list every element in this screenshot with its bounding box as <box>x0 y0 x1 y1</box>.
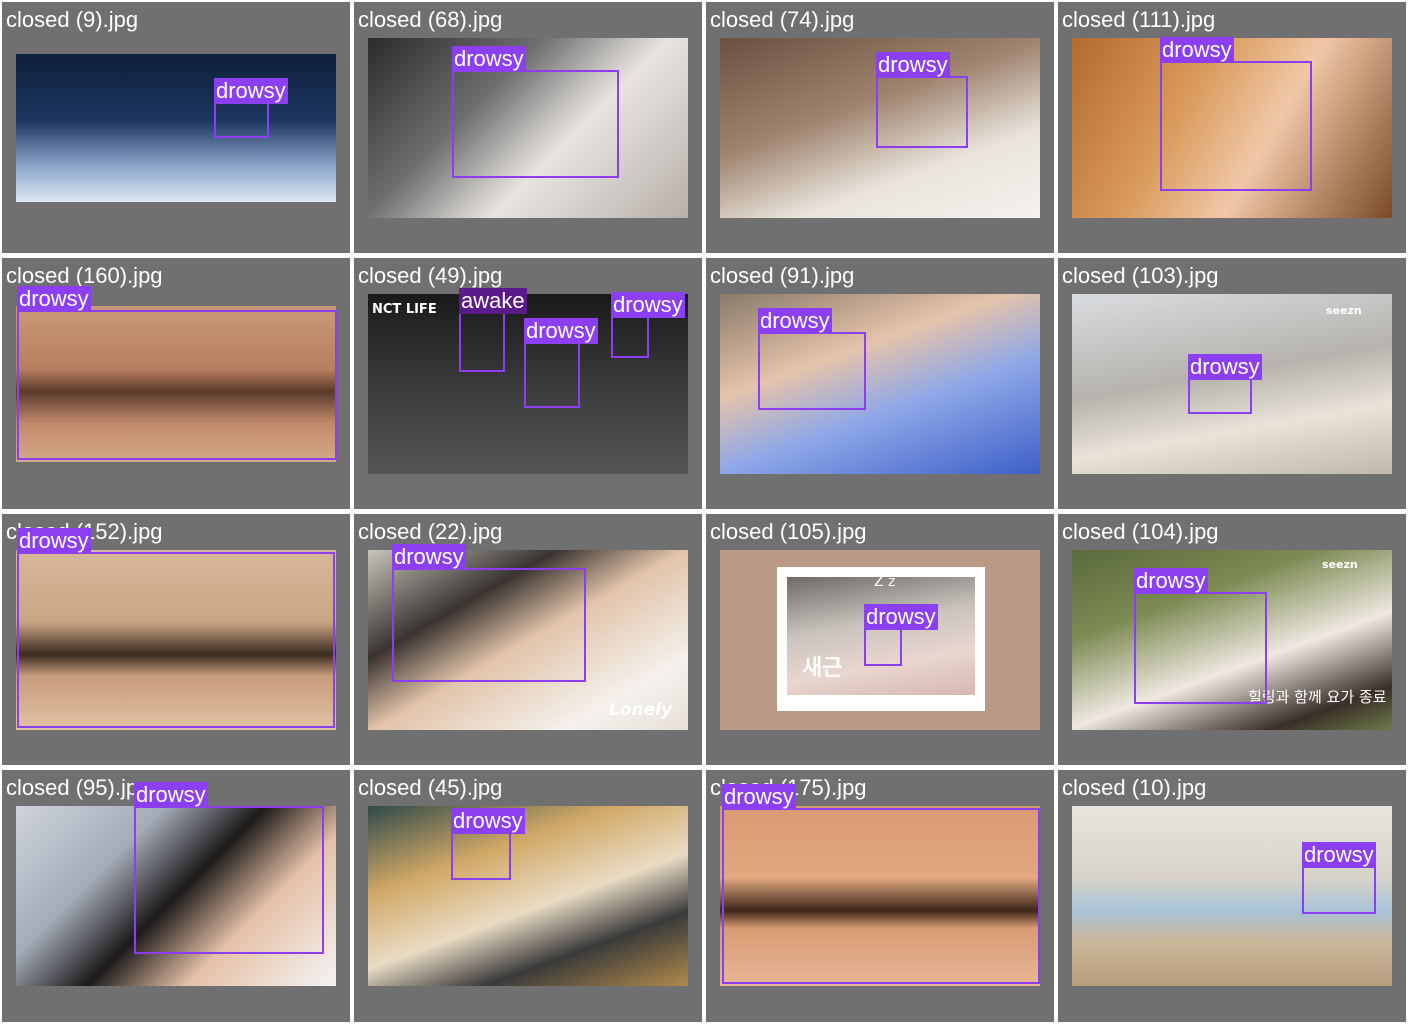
bounding-box: drowsy <box>758 308 866 410</box>
bounding-box: drowsy <box>451 808 525 880</box>
bounding-box: drowsy <box>1160 37 1312 191</box>
result-tile[interactable]: closed (45).jpg drowsy <box>354 770 702 1022</box>
detection-label: drowsy <box>1134 568 1208 594</box>
bounding-box: drowsy <box>1302 842 1376 914</box>
result-tile[interactable]: closed (105).jpg Z z 새근 drowsy <box>706 514 1054 765</box>
bounding-box: drowsy <box>524 318 598 408</box>
detection-label: drowsy <box>758 308 832 334</box>
image-filename: closed (95).jpg <box>6 775 151 800</box>
result-tile[interactable]: closed (68).jpg drowsy <box>354 2 702 253</box>
image-thumbnail <box>1072 38 1392 218</box>
overlay-korean-caption: 힐링과 함께 요가 종료 <box>1248 688 1387 706</box>
image-filename: closed (9).jpg <box>6 7 139 32</box>
bounding-box: drowsy <box>864 604 938 666</box>
bounding-box: drowsy <box>876 52 968 148</box>
bounding-box: drowsy <box>1188 354 1262 414</box>
detection-label: drowsy <box>392 544 466 570</box>
image-filename: closed (74).jpg <box>710 7 855 32</box>
result-tile[interactable]: closed (95).jpg drowsy <box>2 770 350 1022</box>
result-tile[interactable]: closed (74).jpg drowsy <box>706 2 1054 253</box>
image-thumbnail <box>16 54 336 202</box>
overlay-korean-caption: 새근 <box>802 656 843 681</box>
detection-label: drowsy <box>452 46 526 72</box>
image-filename: closed (105).jpg <box>710 519 867 544</box>
detection-label: drowsy <box>134 782 208 808</box>
bounding-box: drowsy <box>214 78 288 138</box>
photo-frame <box>777 567 985 711</box>
bounding-box: awake <box>459 288 527 372</box>
image-filename: closed (45).jpg <box>358 775 503 800</box>
result-tile[interactable]: closed (10).jpg drowsy <box>1058 770 1406 1022</box>
bounding-box: drowsy <box>17 286 337 460</box>
detection-label: awake <box>459 288 527 314</box>
image-thumbnail <box>720 806 1040 986</box>
bounding-box: drowsy <box>17 528 335 728</box>
bounding-box: drowsy <box>452 46 619 178</box>
image-filename: closed (68).jpg <box>358 7 503 32</box>
bounding-box: drowsy <box>134 782 324 954</box>
image-thumbnail <box>1072 294 1392 474</box>
detection-label: drowsy <box>876 52 950 78</box>
detection-label: drowsy <box>611 292 685 318</box>
bounding-box: drowsy <box>722 784 1040 984</box>
overlay-logo-text: NCT LIFE <box>372 302 437 317</box>
detection-label: drowsy <box>451 808 525 834</box>
image-thumbnail <box>368 806 688 986</box>
result-tile[interactable]: closed (175).jpg drowsy <box>706 770 1054 1022</box>
result-tile[interactable]: closed (111).jpg drowsy <box>1058 2 1406 253</box>
detection-label: drowsy <box>214 78 288 104</box>
image-filename: closed (103).jpg <box>1062 263 1219 288</box>
image-thumbnail <box>368 550 688 730</box>
result-tile[interactable]: closed (9).jpg drowsy <box>2 2 350 253</box>
result-tile[interactable]: closed (152).jpg drowsy <box>2 514 350 765</box>
image-filename: closed (104).jpg <box>1062 519 1219 544</box>
image-filename: closed (91).jpg <box>710 263 855 288</box>
bounding-box: drowsy <box>392 544 586 682</box>
image-thumbnail <box>1072 550 1392 730</box>
overlay-sleep-text: Z z <box>874 574 896 590</box>
detection-label: drowsy <box>1160 37 1234 63</box>
image-filename: closed (10).jpg <box>1062 775 1207 800</box>
bounding-box: drowsy <box>611 292 685 358</box>
detection-label: drowsy <box>864 604 938 630</box>
detection-label: drowsy <box>17 528 91 554</box>
overlay-brand-text: seezn <box>1326 304 1362 317</box>
result-tile[interactable]: closed (160).jpg drowsy <box>2 258 350 509</box>
image-filename: closed (49).jpg <box>358 263 503 288</box>
image-filename: closed (111).jpg <box>1062 7 1216 32</box>
image-thumbnail <box>16 550 336 730</box>
image-thumbnail <box>368 38 688 218</box>
result-tile[interactable]: closed (22).jpg Lonely drowsy <box>354 514 702 765</box>
result-tile[interactable]: closed (103).jpg seezn drowsy <box>1058 258 1406 509</box>
detection-label: drowsy <box>1188 354 1262 380</box>
detection-label: drowsy <box>524 318 598 344</box>
result-tile[interactable]: closed (91).jpg drowsy <box>706 258 1054 509</box>
overlay-caption-text: Lonely <box>609 700 673 720</box>
image-thumbnail <box>1072 806 1392 986</box>
image-thumbnail <box>16 806 336 986</box>
image-thumbnail <box>16 306 336 462</box>
bounding-box: drowsy <box>1134 568 1267 704</box>
result-tile[interactable]: closed (104).jpg seezn 힐링과 함께 요가 종료 drow… <box>1058 514 1406 765</box>
image-filename: closed (160).jpg <box>6 263 163 288</box>
overlay-brand-text: seezn <box>1322 558 1358 571</box>
image-thumbnail <box>720 550 1040 730</box>
result-tile[interactable]: closed (49).jpg NCT LIFE awake drowsy dr… <box>354 258 702 509</box>
detection-label: drowsy <box>722 784 796 810</box>
detection-label: drowsy <box>17 286 91 312</box>
image-filename: closed (22).jpg <box>358 519 503 544</box>
detection-label: drowsy <box>1302 842 1376 868</box>
